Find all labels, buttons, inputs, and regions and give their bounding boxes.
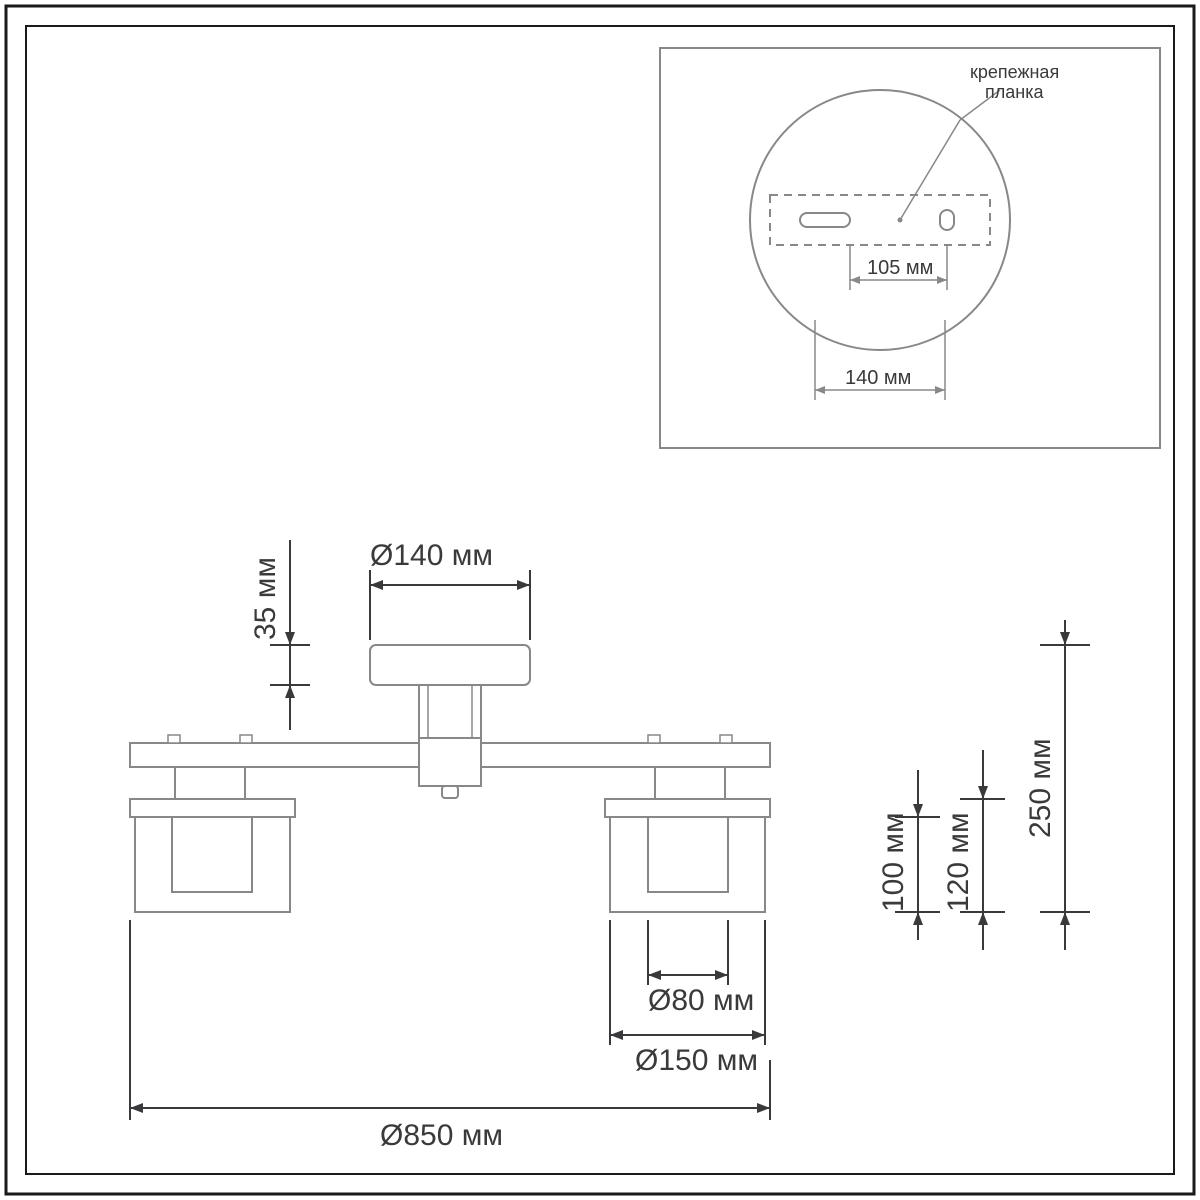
detail-label-1: крепежная [970,62,1059,82]
dim-250-text: 250 мм [1024,738,1057,838]
dim-35-text: 35 мм [249,557,282,640]
detail-label-2: планка [985,82,1044,102]
dim-120-text: 120 мм [942,812,975,912]
technical-drawing: крепежная планка 105 мм 140 мм [0,0,1200,1200]
dim-d80-text: Ø80 мм [648,984,754,1017]
dim-d850-text: Ø850 мм [380,1119,503,1152]
detail-box: крепежная планка 105 мм 140 мм [660,48,1160,448]
dim-105-text: 105 мм [867,257,933,279]
dim-140-detail-text: 140 мм [845,367,911,389]
dim-100-text: 100 мм [877,812,910,912]
dim-d150-text: Ø150 мм [635,1044,758,1077]
dim-d140-text: Ø140 мм [370,539,493,572]
